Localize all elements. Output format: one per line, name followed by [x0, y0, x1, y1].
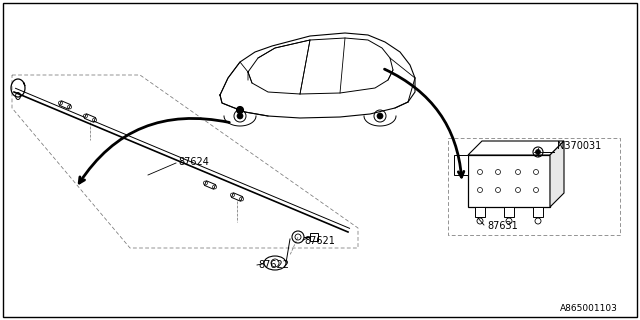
- Bar: [468, 155, 550, 207]
- Circle shape: [377, 113, 383, 119]
- Bar: [454, 155, 468, 175]
- Bar: [310, 233, 318, 241]
- Polygon shape: [60, 101, 70, 109]
- Circle shape: [536, 149, 541, 155]
- Polygon shape: [468, 141, 564, 155]
- Polygon shape: [204, 181, 216, 189]
- Bar: [504, 207, 514, 217]
- Text: 87622: 87622: [258, 260, 289, 270]
- Text: 87631: 87631: [487, 221, 518, 231]
- Text: N370031: N370031: [557, 141, 601, 151]
- Bar: [475, 207, 485, 217]
- Text: 87621: 87621: [304, 236, 335, 246]
- Text: A865001103: A865001103: [560, 304, 618, 313]
- Bar: [533, 207, 543, 217]
- Circle shape: [237, 107, 243, 114]
- Ellipse shape: [264, 256, 286, 270]
- Polygon shape: [232, 193, 243, 201]
- Text: 87624: 87624: [178, 157, 209, 167]
- Circle shape: [237, 113, 243, 119]
- Polygon shape: [84, 114, 95, 122]
- Polygon shape: [550, 141, 564, 207]
